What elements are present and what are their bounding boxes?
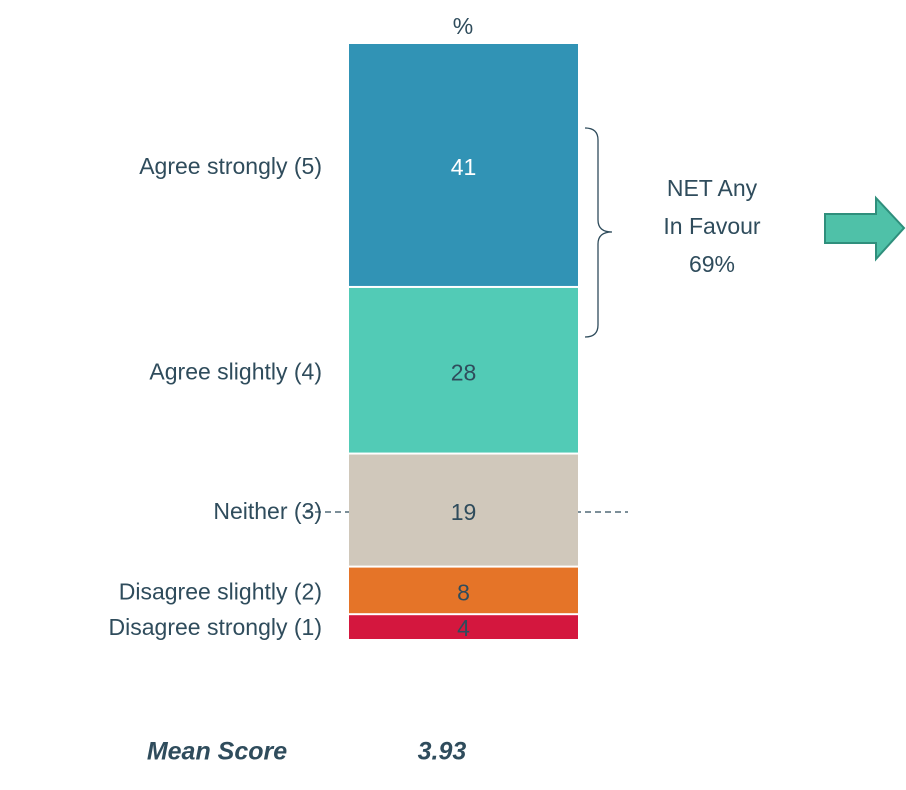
bar-segment xyxy=(349,287,578,453)
bar-segment xyxy=(349,615,578,639)
annotation: In Favour xyxy=(663,213,760,239)
value-label: 4 xyxy=(457,615,470,641)
category-label: Agree slightly (4) xyxy=(149,358,322,384)
arrow xyxy=(824,195,906,262)
value-label: 19 xyxy=(451,499,477,525)
category-label: Neither (3) xyxy=(213,498,322,524)
category-label: Disagree strongly (1) xyxy=(109,614,322,640)
bar-segment xyxy=(349,44,578,286)
annotation: 69% xyxy=(689,251,735,277)
bar-segment xyxy=(349,454,578,566)
value-label: 41 xyxy=(451,154,477,180)
mean-value: 3.93 xyxy=(418,738,467,766)
bracket xyxy=(584,127,613,338)
value-label: 8 xyxy=(457,579,470,605)
header: % xyxy=(453,13,473,39)
bar-segment xyxy=(349,567,578,614)
mean-label: Mean Score xyxy=(147,738,287,766)
category-label: Agree strongly (5) xyxy=(139,153,322,179)
value-label: 28 xyxy=(451,359,477,385)
category-label: Disagree slightly (2) xyxy=(119,578,322,604)
annotation: NET Any xyxy=(667,175,758,201)
